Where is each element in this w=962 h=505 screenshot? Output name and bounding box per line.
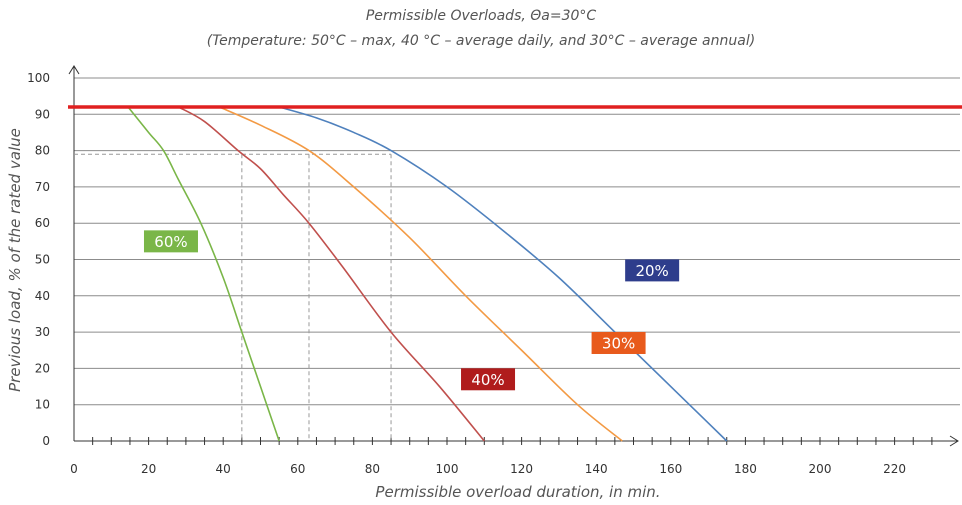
y-tick-label-40: 40 [35, 289, 50, 303]
x-tick-label-80: 80 [365, 462, 380, 476]
series-label-background [625, 259, 680, 282]
grid-lines [74, 77, 960, 406]
y-tick-label-20: 20 [35, 361, 50, 375]
x-tick-label-180: 180 [734, 462, 757, 476]
x-tick-label-0: 0 [70, 462, 78, 476]
x-tick-label-40: 40 [216, 462, 231, 476]
x-tick-label-60: 60 [290, 462, 305, 476]
x-tick-label-100: 100 [436, 462, 459, 476]
x-axis-arrow [949, 435, 959, 447]
x-axis-label: Permissible overload duration, in min. [375, 483, 660, 501]
series-label-text: 40% [471, 371, 504, 389]
series-label-background [461, 368, 516, 391]
chart-subtitle: (Temperature: 50°C – max, 40 °C – averag… [206, 33, 756, 49]
y-tick-label-100: 100 [27, 71, 50, 85]
y-axis-label: Previous load, % of the rated value [6, 128, 24, 392]
y-tick-label-0: 0 [42, 434, 50, 448]
series-line-60pct [127, 106, 280, 442]
y-tick-label-50: 50 [35, 253, 50, 267]
y-tick-label-80: 80 [35, 144, 50, 158]
x-tick-label-160: 160 [659, 462, 682, 476]
x-tick-label-20: 20 [141, 462, 156, 476]
y-tick-label-90: 90 [35, 107, 50, 121]
reference-lines [74, 153, 392, 441]
x-tick-label-200: 200 [809, 462, 832, 476]
y-axis-arrow [68, 65, 80, 75]
series-labels: 60% 40% 30% 20% [143, 230, 680, 391]
y-tick-label-60: 60 [35, 216, 50, 230]
series-line-30pct [219, 106, 623, 442]
series-line-20pct [278, 106, 728, 442]
series-label-30pct: 30% [591, 331, 646, 354]
y-tick-label-70: 70 [35, 180, 50, 194]
series-label-60pct: 60% [143, 230, 198, 253]
x-tick-label-220: 220 [883, 462, 906, 476]
series-label-text: 60% [154, 233, 187, 251]
series-label-20pct: 20% [625, 259, 680, 282]
series-label-text: 30% [602, 334, 635, 352]
x-tick-label-140: 140 [585, 462, 608, 476]
chart-title: Permissible Overloads, Θa=30°C [365, 8, 597, 24]
series-lines [127, 106, 728, 442]
x-tick-label-120: 120 [510, 462, 533, 476]
series-label-text: 20% [635, 262, 668, 280]
y-tick-label-10: 10 [35, 398, 50, 412]
series-label-40pct: 40% [461, 368, 516, 391]
axes: 0 10 20 30 40 50 60 70 80 90 100 0 20 40 60 80 100 120 140… [27, 65, 959, 476]
series-label-background [143, 230, 198, 253]
series-line-40pct [178, 106, 485, 442]
series-label-background [591, 331, 646, 354]
y-tick-label-30: 30 [35, 325, 50, 339]
